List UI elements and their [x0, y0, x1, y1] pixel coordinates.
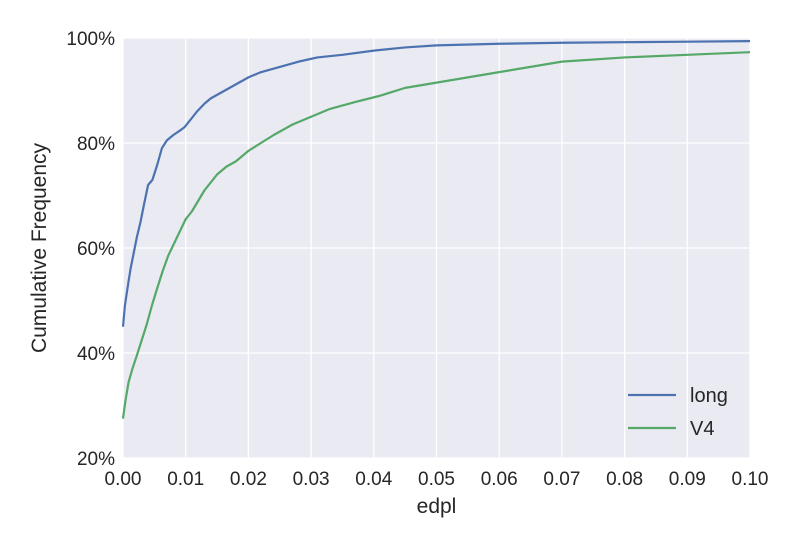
x-tick-label: 0.05	[418, 469, 455, 490]
y-tick-label: 100%	[66, 29, 115, 50]
x-tick-label: 0.02	[230, 469, 267, 490]
x-tick-label: 0.07	[543, 469, 580, 490]
y-axis-ticks: 20% 40% 60% 80% 100%	[66, 29, 115, 470]
y-tick-label: 80%	[77, 134, 115, 155]
legend: long V4	[628, 385, 728, 440]
x-tick-label: 0.03	[293, 469, 330, 490]
legend-label-long: long	[690, 385, 728, 407]
x-axis-ticks: 0.00 0.01 0.02 0.03 0.04 0.05 0.06 0.07 0.08 0.09…	[105, 469, 769, 490]
x-axis-label: edpl	[417, 495, 457, 518]
x-tick-label: 0.09	[669, 469, 706, 490]
series-line-long	[121, 40, 751, 327]
y-tick-label: 60%	[77, 239, 115, 260]
y-axis-label: Cumulative Frequency	[28, 142, 51, 353]
y-tick-label: 40%	[77, 344, 115, 365]
y-tick-label: 20%	[77, 449, 115, 470]
legend-label-v4: V4	[690, 418, 714, 440]
x-tick-label: 0.04	[355, 469, 392, 490]
series-line-v4	[121, 51, 751, 419]
grid	[122, 37, 751, 459]
x-tick-label: 0.10	[732, 469, 769, 490]
x-tick-label: 0.01	[167, 469, 204, 490]
x-tick-label: 0.08	[606, 469, 643, 490]
x-tick-label: 0.06	[481, 469, 518, 490]
series-lines	[121, 40, 751, 419]
x-tick-label: 0.00	[105, 469, 142, 490]
